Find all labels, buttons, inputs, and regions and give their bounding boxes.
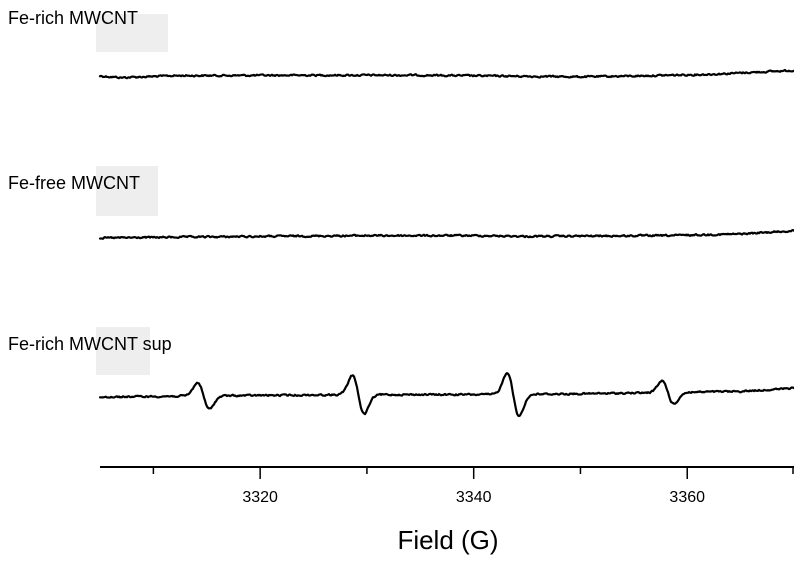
x-tick-label: 3340 <box>456 489 492 506</box>
series-line-3 <box>98 372 794 418</box>
label-shade-2 <box>96 166 158 216</box>
label-shade-3 <box>96 327 150 375</box>
x-axis-title: Field (G) <box>397 525 498 555</box>
x-axis-ticks: 3320 3340 3360 <box>152 467 794 506</box>
x-tick-label: 3320 <box>242 489 278 506</box>
traces-group <box>98 68 794 418</box>
series-label-fe-rich-sup: Fe-rich MWCNT sup <box>8 334 172 354</box>
series-line-2 <box>98 228 794 240</box>
series-label-fe-rich: Fe-rich MWCNT <box>8 8 138 28</box>
label-shade-1 <box>96 14 168 52</box>
series-line-1 <box>98 68 794 80</box>
series-label-fe-free: Fe-free MWCNT <box>8 173 140 193</box>
x-tick-label: 3360 <box>669 489 705 506</box>
